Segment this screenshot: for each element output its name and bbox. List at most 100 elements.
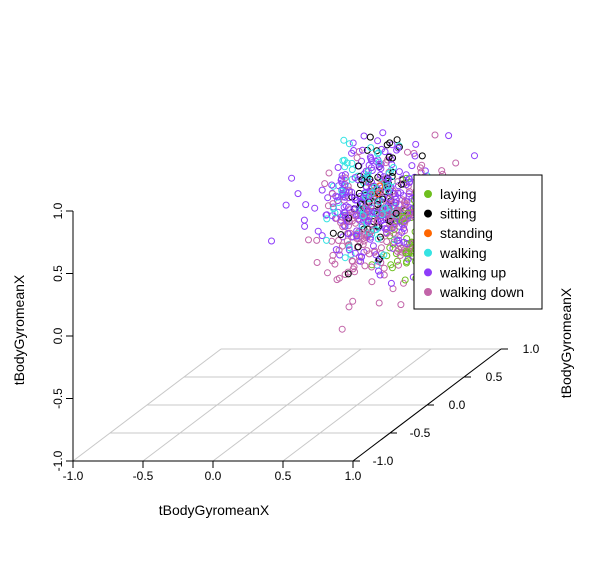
point-walking — [345, 244, 353, 252]
point-walking-down — [324, 269, 331, 277]
point-laying — [387, 261, 395, 269]
y-axis-ticks: -1.0 -0.5 0.0 0.5 1.0 — [51, 202, 73, 471]
legend-box — [413, 174, 543, 310]
point-walking — [371, 183, 379, 191]
point-walking-down — [390, 238, 398, 246]
point-walking-up — [387, 279, 395, 287]
point-walking-down — [431, 131, 439, 139]
legend-marker — [424, 248, 432, 257]
point-walking-up — [353, 227, 361, 235]
point-laying — [402, 174, 410, 182]
point-walking-down — [338, 325, 346, 333]
point-walking-down — [377, 244, 385, 252]
point-walking-up — [364, 217, 372, 225]
legend-label: standing — [440, 225, 493, 241]
x-tick-label: 0.0 — [205, 469, 222, 483]
point-walking-down — [335, 237, 342, 244]
point-walking-up — [282, 201, 290, 209]
point-walking-down — [329, 200, 337, 208]
point-walking-down — [349, 297, 357, 305]
z-tick-label: 0.0 — [449, 398, 466, 412]
point-walking-up — [324, 194, 332, 202]
point-walking-down — [360, 229, 368, 237]
point-walking — [364, 229, 372, 237]
point-walking-up — [341, 181, 349, 188]
point-walking-up — [354, 176, 362, 184]
point-walking-up — [375, 163, 383, 171]
point-sitting — [389, 154, 397, 162]
y-tick-label: 0.0 — [51, 327, 65, 344]
point-laying — [404, 209, 412, 217]
point-walking-up — [332, 246, 340, 254]
x-tick-label: -0.5 — [133, 469, 154, 483]
point-sitting — [388, 173, 396, 180]
point-walking-down — [368, 263, 376, 271]
x-tick-label: 1.0 — [345, 469, 362, 483]
y-axis-label: tBodyGyromeanX — [11, 274, 27, 385]
point-walking-up — [348, 149, 356, 157]
point-walking — [375, 198, 383, 206]
point-sitting — [385, 153, 393, 161]
point-sitting — [344, 270, 352, 278]
point-walking-down — [400, 279, 407, 287]
point-walking-up — [345, 230, 352, 238]
point-walking-down — [404, 182, 412, 190]
z-axis-ticks: -1.0 -0.5 0.0 0.5 1.0 — [353, 342, 540, 468]
point-walking-up — [377, 165, 385, 172]
grid-line-x — [282, 348, 432, 462]
point-walking-up — [353, 232, 361, 240]
point-walking-up — [388, 141, 396, 149]
point-walking-up — [360, 132, 368, 140]
point-walking-up — [400, 224, 408, 232]
point-walking — [345, 140, 353, 148]
point-walking-down — [402, 200, 410, 208]
point-walking — [340, 136, 348, 144]
point-walking-down — [406, 188, 413, 196]
point-sitting — [356, 200, 364, 208]
point-walking-down — [329, 251, 337, 259]
point-walking-up — [403, 240, 411, 247]
z-tick-label: 0.5 — [486, 370, 503, 384]
point-walking-up — [393, 146, 401, 154]
point-walking — [329, 182, 337, 190]
point-walking-up — [388, 224, 396, 232]
point-walking-down — [393, 247, 401, 255]
point-walking-up — [412, 140, 420, 148]
point-walking-up — [294, 190, 302, 198]
point-walking-up — [288, 174, 296, 182]
legend-marker — [424, 268, 432, 277]
point-walking-down — [337, 219, 345, 227]
point-walking-down — [394, 178, 402, 186]
point-walking-down — [343, 237, 351, 245]
point-walking-up — [387, 155, 395, 163]
point-walking — [323, 215, 331, 223]
point-walking-up — [394, 144, 402, 152]
point-walking — [341, 254, 349, 262]
point-walking-up — [334, 208, 342, 216]
point-sitting — [354, 243, 362, 251]
point-sitting — [376, 233, 384, 241]
point-walking-up — [366, 235, 374, 243]
point-walking-up — [400, 238, 408, 246]
point-walking-up — [379, 129, 387, 137]
point-walking-up — [336, 251, 344, 259]
point-laying — [383, 252, 391, 260]
point-walking-up — [302, 201, 310, 209]
point-walking-down — [305, 236, 312, 244]
point-sitting — [366, 175, 374, 183]
point-walking-down — [328, 237, 336, 245]
point-walking-up — [345, 203, 352, 211]
point-walking-up — [341, 171, 349, 179]
point-walking — [390, 164, 397, 171]
point-walking — [348, 159, 356, 167]
point-walking — [368, 230, 376, 238]
point-walking-down — [438, 167, 446, 175]
point-sitting — [337, 231, 345, 239]
point-walking-down — [335, 246, 343, 254]
y-tick-label: 0.5 — [51, 265, 65, 282]
point-walking-up — [390, 190, 398, 198]
point-walking — [339, 157, 347, 165]
point-walking-up — [363, 208, 371, 216]
point-sitting — [374, 173, 382, 181]
point-walking-up — [318, 232, 326, 240]
